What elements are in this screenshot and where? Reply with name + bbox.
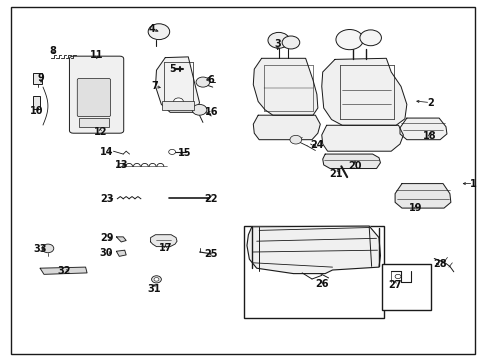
Polygon shape — [155, 57, 199, 112]
Polygon shape — [246, 226, 380, 274]
Text: 30: 30 — [100, 248, 113, 258]
Circle shape — [168, 149, 175, 154]
Text: 26: 26 — [314, 279, 328, 289]
Text: 23: 23 — [100, 194, 113, 204]
Text: 14: 14 — [100, 147, 113, 157]
Polygon shape — [321, 125, 403, 151]
Circle shape — [335, 30, 363, 50]
Text: 3: 3 — [274, 39, 281, 49]
Text: 25: 25 — [204, 249, 218, 259]
Polygon shape — [394, 184, 450, 208]
Text: 21: 21 — [329, 168, 343, 179]
Polygon shape — [40, 267, 87, 274]
Circle shape — [359, 30, 381, 46]
Bar — [382, 264, 430, 310]
Text: 20: 20 — [347, 161, 361, 171]
Bar — [244, 226, 384, 318]
Circle shape — [151, 276, 161, 283]
Polygon shape — [399, 118, 446, 140]
Text: 13: 13 — [114, 160, 128, 170]
Text: 22: 22 — [204, 194, 218, 204]
Text: 2: 2 — [426, 98, 433, 108]
Polygon shape — [150, 235, 177, 247]
FancyBboxPatch shape — [69, 56, 123, 133]
Text: 16: 16 — [204, 107, 218, 117]
Text: 28: 28 — [432, 258, 446, 269]
Polygon shape — [253, 115, 320, 140]
FancyBboxPatch shape — [77, 78, 110, 117]
Bar — [33, 96, 40, 109]
Bar — [79, 118, 108, 127]
Circle shape — [282, 36, 299, 49]
Text: 5: 5 — [168, 64, 175, 74]
Text: 1: 1 — [469, 179, 476, 189]
Text: 7: 7 — [151, 81, 158, 91]
Text: 24: 24 — [309, 140, 323, 150]
Text: 12: 12 — [93, 127, 107, 138]
Circle shape — [192, 104, 206, 115]
Text: 4: 4 — [148, 24, 155, 34]
Polygon shape — [253, 58, 317, 115]
Text: 17: 17 — [158, 243, 172, 253]
Circle shape — [154, 278, 159, 281]
Text: 31: 31 — [147, 284, 161, 294]
Text: 19: 19 — [408, 203, 422, 213]
Text: 15: 15 — [177, 148, 191, 158]
Polygon shape — [116, 250, 126, 256]
Text: 29: 29 — [100, 233, 113, 243]
Circle shape — [289, 135, 301, 144]
Text: 32: 32 — [58, 266, 71, 276]
Circle shape — [173, 98, 183, 105]
Text: 8: 8 — [49, 46, 56, 56]
Polygon shape — [322, 154, 380, 168]
Text: 9: 9 — [38, 73, 44, 84]
Bar — [33, 73, 42, 84]
Text: 18: 18 — [422, 131, 435, 141]
Polygon shape — [321, 58, 406, 125]
Polygon shape — [116, 237, 126, 242]
Text: 27: 27 — [387, 280, 401, 290]
Text: 10: 10 — [30, 106, 43, 116]
Circle shape — [148, 24, 169, 40]
Circle shape — [267, 32, 289, 48]
Circle shape — [394, 274, 400, 279]
Circle shape — [196, 77, 209, 87]
Text: 33: 33 — [33, 244, 47, 254]
Text: 11: 11 — [90, 50, 103, 60]
Circle shape — [42, 244, 54, 253]
Text: 6: 6 — [207, 75, 214, 85]
Bar — [162, 101, 194, 110]
